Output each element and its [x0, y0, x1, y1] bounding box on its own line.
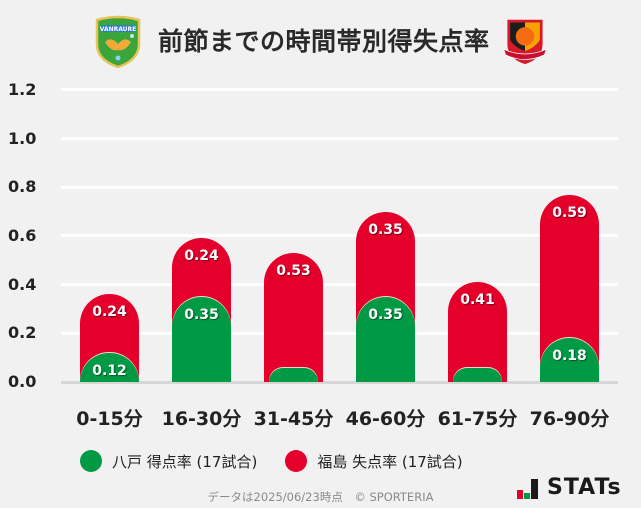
y-tick-label: 0.6: [8, 225, 37, 245]
gridline: [61, 88, 618, 92]
bar-value-label: 0.53: [276, 262, 311, 279]
gridline: [61, 234, 618, 238]
fukushima-conceded-bar: [264, 252, 323, 382]
y-tick-label: 0.8: [8, 177, 37, 197]
y-tick-label: 0.2: [8, 323, 37, 343]
fukushima-conceded-bar: [448, 282, 507, 382]
gridline: [61, 185, 618, 189]
bar-value-label: 0.59: [552, 204, 587, 221]
x-tick-label: 0-15分: [76, 408, 143, 430]
svg-text:VANRAURE: VANRAURE: [100, 26, 137, 33]
bar-value-label: 0.18: [552, 348, 587, 365]
hachinohe-scored-bar: [540, 338, 599, 382]
y-tick-label: 0.4: [8, 274, 37, 294]
bar-value-label: 0.12: [92, 362, 127, 379]
hachinohe-scored-bar: [356, 296, 415, 382]
hachinohe-scored-bar: [453, 368, 502, 382]
green-dot-icon: [80, 450, 102, 472]
bar-value-label: 0.24: [184, 248, 219, 265]
hachinohe-scored-bar: [172, 296, 231, 382]
stats-brand-text: STATs: [547, 475, 622, 500]
x-tick-label: 46-60分: [345, 408, 426, 430]
bar-value-label: 0.35: [368, 306, 403, 323]
y-tick-label: 0.0: [8, 372, 37, 391]
gridline: [61, 283, 618, 287]
legend: 八戸 得点率 (17試合) 福島 失点率 (17試合): [80, 448, 491, 474]
chart-title: 前節までの時間帯別得失点率: [158, 27, 490, 56]
fukushima-crest-icon: [503, 19, 547, 65]
bar-value-label: 0.41: [460, 292, 495, 309]
hachinohe-scored-bar: [269, 368, 318, 382]
y-tick-label: 1.0: [8, 128, 37, 148]
red-dot-icon: [285, 450, 308, 472]
x-tick-label: 76-90分: [529, 408, 610, 430]
gridline: [61, 137, 618, 140]
hachinohe-crest-icon: VANRAURE: [95, 15, 141, 68]
legend-item-fukushima: 福島 失点率 (17試合): [285, 450, 463, 472]
data-source-note: データは2025/06/23時点 © SPORTERIA: [207, 490, 434, 504]
legend-label: 福島 失点率 (17試合): [317, 452, 463, 471]
x-axis-baseline: [61, 381, 618, 384]
chart-header: VANRAURE 前節までの時間帯別得失点率: [0, 0, 641, 78]
stats-bars-icon: [517, 479, 539, 499]
legend-label: 八戸 得点率 (17試合): [112, 452, 258, 471]
x-tick-label: 31-45分: [253, 408, 334, 430]
gridline: [61, 331, 618, 335]
legend-item-hachinohe: 八戸 得点率 (17試合): [80, 450, 257, 472]
stats-logo: STATs: [517, 477, 622, 499]
plot-area: 1.2 1.0 0.8 0.6 0.4 0.2 0.0 0.24 0.12 0.24 0.35 0.5…: [8, 79, 618, 391]
y-tick-label: 1.2: [8, 79, 37, 99]
bar-value-label: 0.35: [368, 221, 403, 238]
x-tick-label: 16-30分: [161, 408, 242, 430]
bar-value-label: 0.35: [184, 306, 219, 323]
bar-value-label: 0.24: [92, 304, 127, 321]
x-tick-label: 61-75分: [437, 408, 518, 430]
